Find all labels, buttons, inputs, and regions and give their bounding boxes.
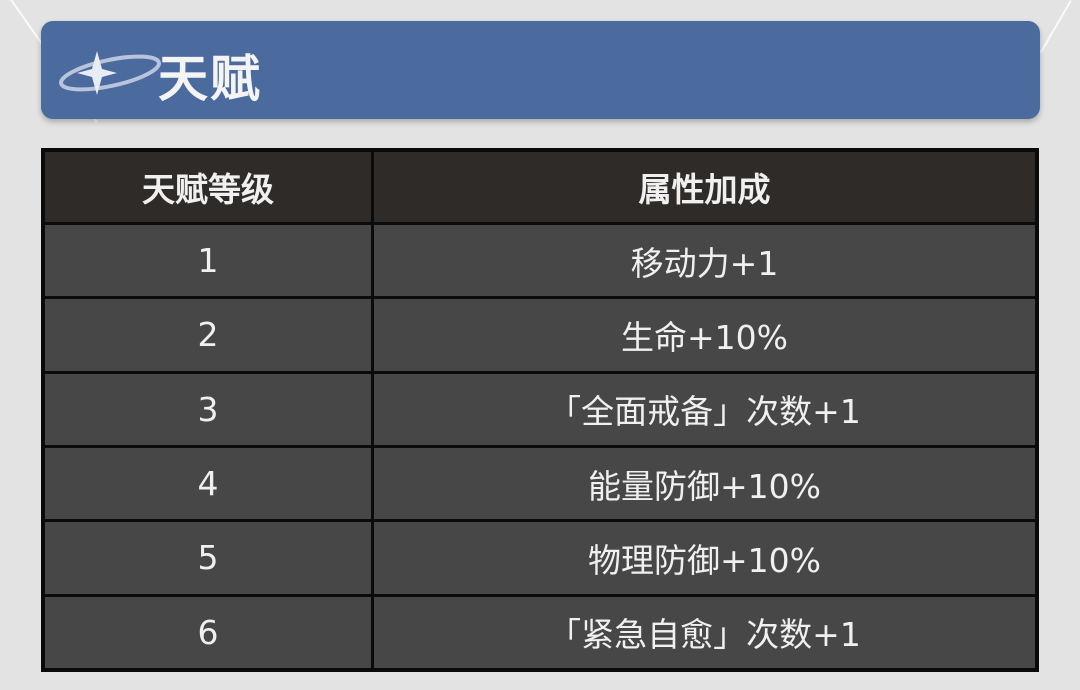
decorative-line bbox=[1040, 0, 1072, 53]
table-row: 2 生命+10% bbox=[41, 296, 1039, 374]
bonus-cell: 「紧急自愈」次数+1 bbox=[371, 593, 1039, 672]
header-attribute-bonus: 属性加成 bbox=[371, 148, 1039, 225]
level-cell: 5 bbox=[41, 519, 374, 597]
table-row: 1 移动力+1 bbox=[41, 221, 1039, 300]
table-row: 5 物理防御+10% bbox=[41, 519, 1039, 597]
level-cell: 2 bbox=[41, 296, 374, 374]
level-cell: 6 bbox=[41, 593, 374, 672]
bonus-cell: 「全面戒备」次数+1 bbox=[371, 370, 1039, 448]
table-row: 3 「全面戒备」次数+1 bbox=[41, 370, 1039, 448]
table-row: 4 能量防御+10% bbox=[41, 444, 1039, 523]
section-title-bar: 天赋 bbox=[41, 21, 1040, 119]
section-title: 天赋 bbox=[158, 50, 262, 108]
bonus-cell: 移动力+1 bbox=[371, 221, 1039, 300]
level-cell: 4 bbox=[41, 444, 374, 523]
star-orbit-icon bbox=[59, 51, 161, 95]
table-row: 6 「紧急自愈」次数+1 bbox=[41, 593, 1039, 672]
talent-table: 天赋等级 属性加成 1 移动力+1 2 生命+10% 3 「全面戒备」次数+1 4 能量… bbox=[41, 148, 1039, 672]
bonus-cell: 能量防御+10% bbox=[371, 444, 1039, 523]
header-talent-level: 天赋等级 bbox=[41, 148, 374, 225]
level-cell: 1 bbox=[41, 221, 374, 300]
bonus-cell: 生命+10% bbox=[371, 296, 1039, 374]
level-cell: 3 bbox=[41, 370, 374, 448]
table-header-row: 天赋等级 属性加成 bbox=[41, 148, 1039, 225]
bonus-cell: 物理防御+10% bbox=[371, 519, 1039, 597]
